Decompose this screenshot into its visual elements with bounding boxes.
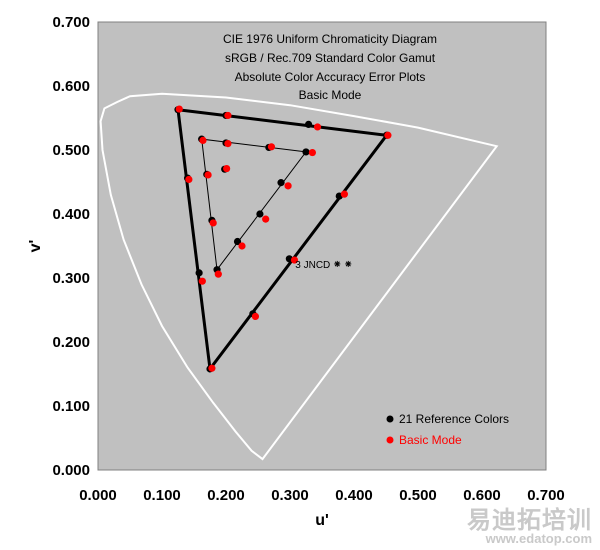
basic-mode-point <box>199 136 207 144</box>
basic-mode-point <box>267 143 276 151</box>
y-tick-label: 0.300 <box>52 270 90 287</box>
y-tick-label: 0.400 <box>52 206 90 223</box>
legend: 21 Reference Colors Basic Mode <box>386 412 509 447</box>
reference-point <box>304 120 313 128</box>
basic-mode-point <box>223 164 231 173</box>
x-tick-label: 0.500 <box>399 487 437 504</box>
chart-title-line-1: CIE 1976 Uniform Chromaticity Diagram <box>223 32 437 46</box>
x-tick-label: 0.400 <box>335 487 373 504</box>
y-axis-title: v' <box>27 240 44 253</box>
x-tick-label: 0.200 <box>207 487 245 504</box>
jncd-annotation: 3 JNCD <box>295 260 352 271</box>
basic-mode-point <box>313 123 322 131</box>
reference-point <box>195 269 203 277</box>
legend-label-basic-mode: Basic Mode <box>399 433 462 447</box>
y-tick-label: 0.000 <box>52 462 90 479</box>
basic-mode-point <box>290 256 299 264</box>
watermark: 易迪拓培训 www.edatop.com <box>467 500 592 546</box>
x-tick-label: 0.600 <box>463 487 501 504</box>
jncd-scale-marker <box>334 260 352 267</box>
basic-mode-point <box>224 111 232 120</box>
x-tick-label: 0.000 <box>79 487 117 504</box>
spectral-locus <box>99 92 499 461</box>
plot-area <box>97 21 547 471</box>
basic-mode-point <box>251 312 260 320</box>
basic-mode-point <box>209 219 217 227</box>
watermark-url: www.edatop.com <box>485 531 592 546</box>
legend-marker-basic-mode <box>386 436 394 444</box>
basic-mode-point <box>175 105 183 113</box>
basic-mode-series <box>175 105 392 372</box>
y-tick-label: 0.700 <box>52 14 90 31</box>
y-tick-label: 0.200 <box>52 334 90 351</box>
basic-mode-point <box>384 131 392 139</box>
reference-point <box>256 210 264 218</box>
reference-point <box>233 237 242 246</box>
basic-mode-point <box>208 364 216 372</box>
jncd-label: 3 JNCD <box>295 260 330 271</box>
basic-mode-point <box>308 148 316 157</box>
chart-title-line-3: Absolute Color Accuracy Error Plots <box>235 70 426 84</box>
legend-label-reference: 21 Reference Colors <box>399 412 509 426</box>
chart-title-line-2: sRGB / Rec.709 Standard Color Gamut <box>225 51 436 65</box>
jncd-star-right <box>345 260 352 267</box>
y-tick-label: 0.600 <box>52 78 90 95</box>
y-tick-label: 0.100 <box>52 398 90 415</box>
basic-mode-point <box>284 182 292 190</box>
x-tick-label: 0.700 <box>527 487 565 504</box>
basic-mode-point <box>224 140 232 148</box>
basic-mode-point <box>340 190 348 198</box>
y-tick-labels: 0.000 0.100 0.200 0.300 0.400 0.500 0.600 0.700 <box>52 14 90 479</box>
basic-mode-point <box>214 270 222 278</box>
basic-mode-point <box>185 175 193 184</box>
basic-mode-point <box>238 242 246 250</box>
watermark-brand: 易迪拓培训 <box>467 506 592 534</box>
x-tick-label: 0.300 <box>271 487 309 504</box>
basic-mode-point <box>198 277 206 285</box>
chart-subtitle: Basic Mode <box>299 88 362 102</box>
reference-point <box>302 148 310 156</box>
x-tick-labels: 0.000 0.100 0.200 0.300 0.400 0.500 0.600 0.700 <box>79 487 565 504</box>
x-tick-label: 0.100 <box>143 487 181 504</box>
gamut-triangle <box>176 107 390 373</box>
basic-mode-point <box>204 171 212 179</box>
jncd-star-left <box>334 260 341 267</box>
reference-point <box>277 179 285 187</box>
legend-marker-reference <box>386 415 394 423</box>
y-tick-label: 0.500 <box>52 142 90 159</box>
x-axis-title: u' <box>315 512 329 529</box>
basic-mode-point <box>262 215 270 223</box>
